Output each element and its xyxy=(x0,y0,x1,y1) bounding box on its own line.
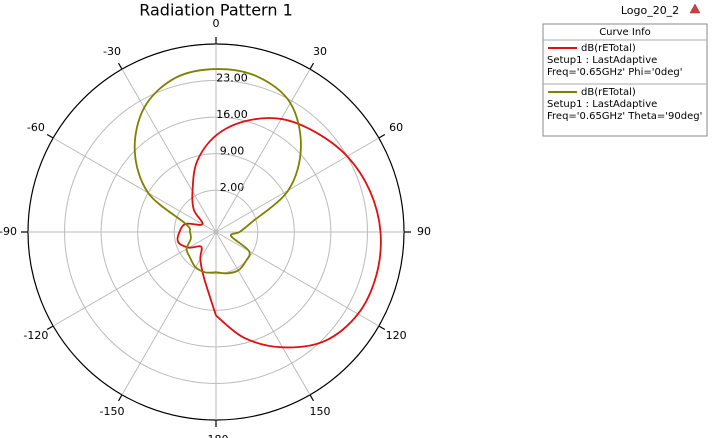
angle-tick-label: 30 xyxy=(313,45,327,58)
angle-tick-label: -150 xyxy=(100,405,125,418)
angle-tick-label: 120 xyxy=(386,329,407,342)
angle-tick-label: -120 xyxy=(23,329,48,342)
r-tick-label: 2.00 xyxy=(220,181,245,194)
angle-tick-label: 0 xyxy=(213,17,220,30)
grid-spoke xyxy=(215,137,380,233)
legend-box xyxy=(542,23,708,137)
angle-tick-label: -180 xyxy=(204,433,229,438)
legend-name: dB(rETotal) xyxy=(581,87,636,98)
grid-spoke xyxy=(215,68,311,233)
grid-spoke xyxy=(215,231,311,396)
r-tick-label: 9.00 xyxy=(220,145,245,158)
angle-tick xyxy=(117,394,123,402)
corner-icon xyxy=(689,3,701,14)
r-tick-label: 23.00 xyxy=(216,72,248,85)
chart-title: Radiation Pattern 1 xyxy=(139,1,293,20)
angle-tick xyxy=(46,133,54,139)
r-tick-label: 16.00 xyxy=(216,108,248,121)
angle-tick xyxy=(309,62,315,70)
legend-detail: Freq='0.65GHz' Phi='0deg' xyxy=(547,67,683,78)
angle-tick xyxy=(117,62,123,70)
series-curve xyxy=(176,117,382,349)
series-curve xyxy=(133,68,302,275)
legend-detail: Setup1 : LastAdaptive xyxy=(547,55,657,66)
angle-tick-label: -90 xyxy=(0,225,17,238)
angle-tick xyxy=(378,325,386,331)
corner-label: Logo_20_2 xyxy=(621,4,679,17)
angle-tick-label: 90 xyxy=(417,225,431,238)
legend-detail: Setup1 : LastAdaptive xyxy=(547,99,657,110)
legend-name: dB(rETotal) xyxy=(581,43,636,54)
grid-spoke xyxy=(121,231,217,396)
grid-spoke xyxy=(52,231,217,327)
grid-spoke xyxy=(121,68,217,233)
angle-tick-label: -30 xyxy=(103,45,121,58)
angle-tick xyxy=(46,325,54,331)
angle-tick xyxy=(309,394,315,402)
grid-spoke xyxy=(52,137,217,233)
grid-spoke xyxy=(215,231,380,327)
angle-tick-label: 150 xyxy=(310,405,331,418)
angle-tick-label: -60 xyxy=(27,121,45,134)
angle-tick-label: 60 xyxy=(389,121,403,134)
angle-tick xyxy=(378,133,386,139)
legend-detail: Freq='0.65GHz' Theta='90deg' xyxy=(547,111,702,122)
legend-title: Curve Info xyxy=(599,27,651,38)
